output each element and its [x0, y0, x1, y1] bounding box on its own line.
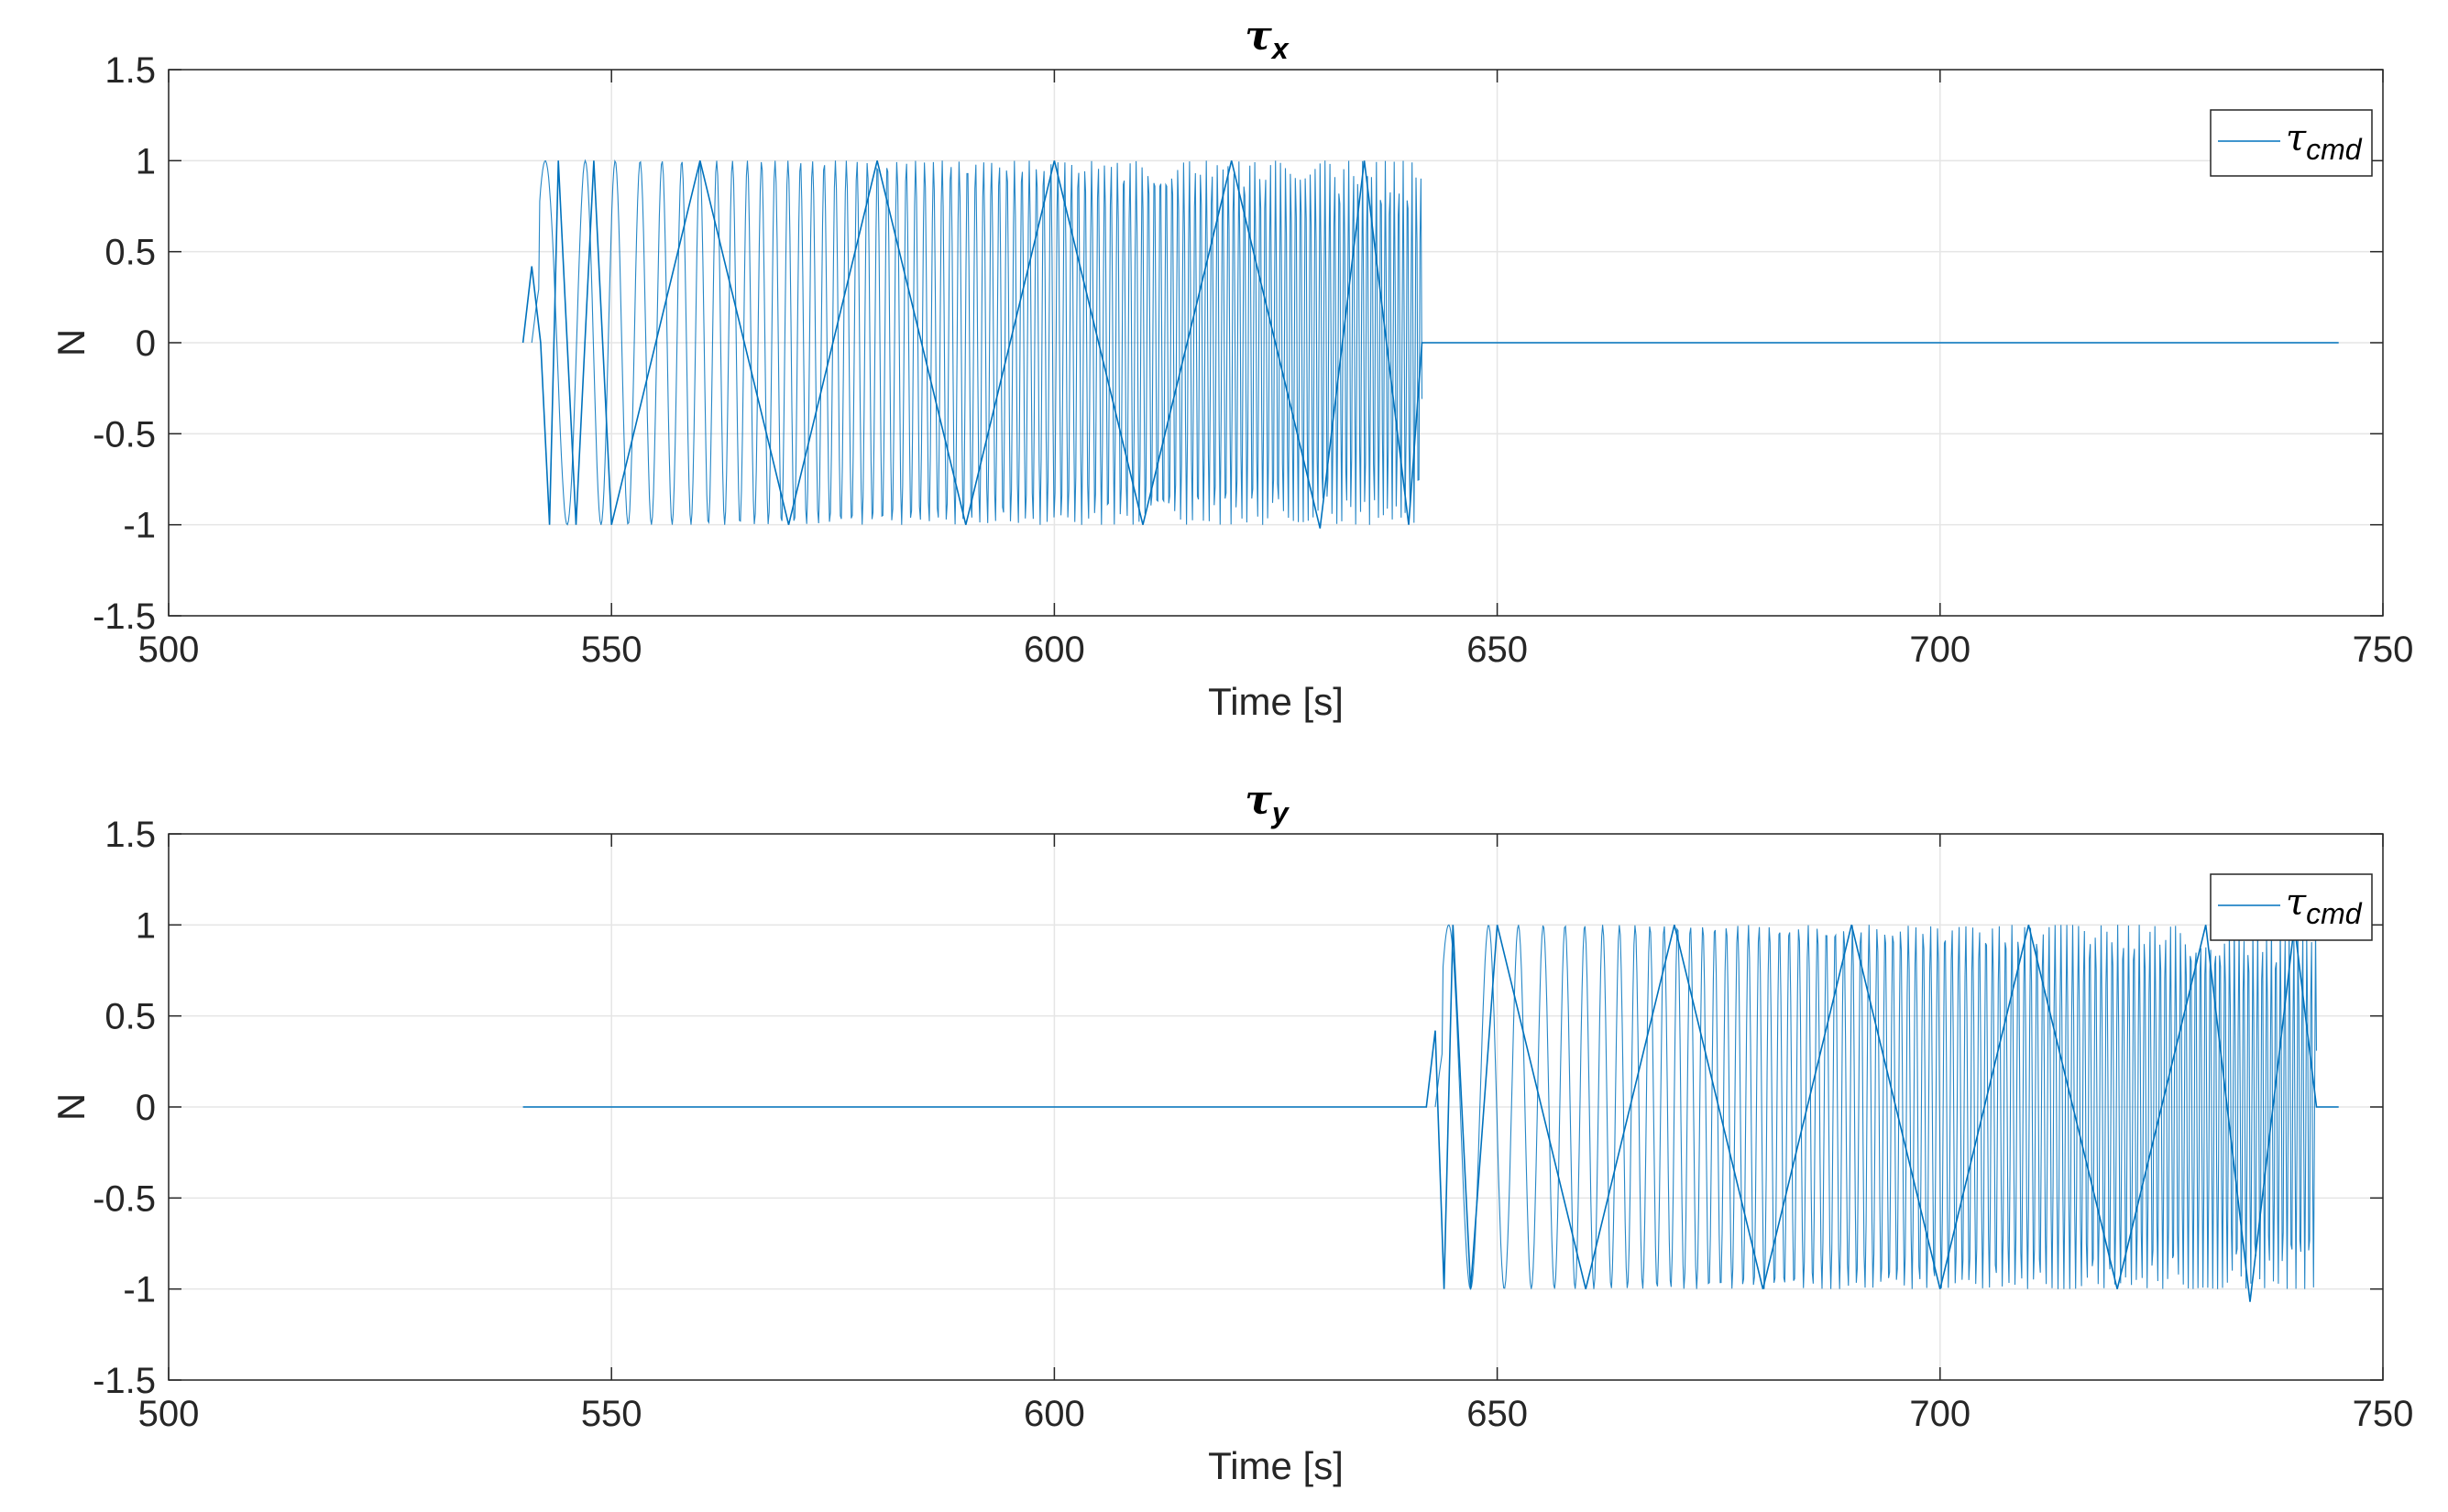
chart-title-subscript: x: [1270, 32, 1290, 65]
y-tick-label: -0.5: [93, 414, 156, 455]
legend-label: τcmd: [2286, 882, 2363, 930]
x-tick-label: 750: [2353, 1394, 2414, 1434]
y-tick-label: -1.5: [93, 1361, 156, 1401]
x-tick-label: 500: [138, 630, 200, 670]
x-axis-label: Time [s]: [1208, 1444, 1344, 1487]
x-tick-label: 650: [1466, 1394, 1528, 1434]
legend-box: [2210, 873, 2373, 941]
y-tick-label: -1: [123, 506, 156, 546]
chart-title-symbol: τ: [1245, 777, 1272, 824]
chart-title-subscript: y: [1270, 796, 1290, 829]
y-tick-label: 1.5: [104, 50, 156, 91]
x-tick-label: 700: [1909, 1394, 1970, 1434]
series-chirp-tau-cmd: [531, 159, 1423, 526]
y-tick-label: 0.5: [104, 233, 156, 273]
y-tick-label: 0: [136, 1088, 156, 1128]
series-line-tau-cmd: [522, 925, 2339, 1302]
x-tick-label: 750: [2353, 630, 2414, 670]
y-tick-label: -1.5: [93, 597, 156, 637]
legend-box: [2210, 109, 2373, 177]
y-axis-label: N: [49, 329, 93, 356]
y-tick-label: 1: [136, 905, 156, 946]
chart-title: τx: [1245, 13, 1290, 65]
chart-title: τy: [1245, 777, 1290, 829]
y-tick-label: -1: [123, 1270, 156, 1310]
x-tick-label: 700: [1909, 630, 1970, 670]
x-tick-label: 600: [1024, 1394, 1085, 1434]
x-tick-label: 600: [1024, 630, 1085, 670]
y-tick-label: 0: [136, 323, 156, 364]
x-tick-label: 550: [581, 1394, 642, 1434]
y-tick-label: 1.5: [104, 815, 156, 855]
legend-label-subscript: cmd: [2306, 133, 2363, 166]
x-tick-label: 650: [1466, 630, 1528, 670]
x-tick-label: 550: [581, 630, 642, 670]
legend-label: τcmd: [2286, 117, 2363, 166]
x-tick-label: 500: [138, 1394, 200, 1434]
legend-label-symbol: τ: [2286, 882, 2307, 924]
x-axis-label: Time [s]: [1208, 680, 1344, 723]
subplot-tau-x: 500 550 600 650 700 750 -1.5 -1 -0.5 0 0.5 1 1.5 Time…: [49, 13, 2413, 723]
legend-label-symbol: τ: [2286, 117, 2307, 159]
legend-label-subscript: cmd: [2306, 897, 2363, 930]
subplot-tau-y: 500 550 600 650 700 750 -1.5 -1 -0.5 0 0.5 1 1.5 Time…: [49, 777, 2413, 1487]
series-chirp-tau-cmd: [1434, 924, 2318, 1291]
y-axis-label: N: [49, 1093, 93, 1121]
y-tick-label: -0.5: [93, 1178, 156, 1219]
chart-title-symbol: τ: [1245, 13, 1272, 60]
series-line-tau-cmd: [521, 160, 2339, 529]
y-tick-label: 1: [136, 141, 156, 181]
y-tick-label: 0.5: [104, 997, 156, 1037]
